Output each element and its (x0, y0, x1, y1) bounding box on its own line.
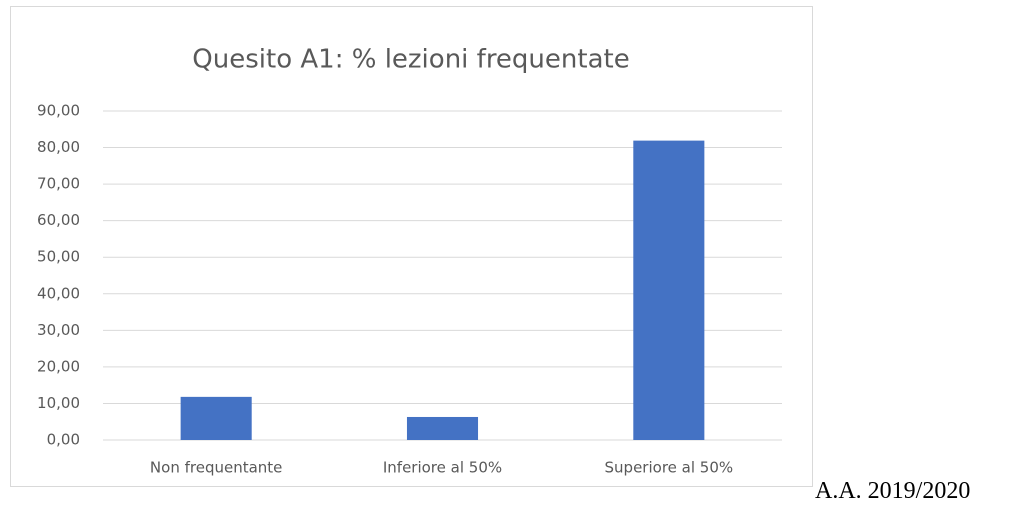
bar (406, 416, 479, 440)
y-tick-label: 50,00 (37, 248, 80, 266)
chart-title: Quesito A1: % lezioni frequentate (192, 45, 629, 75)
caption: A.A. 2019/2020 (815, 478, 970, 504)
y-tick-label: 0,00 (47, 431, 80, 449)
x-tick-label: Non frequentante (150, 459, 282, 477)
bar (180, 396, 252, 440)
y-tick-label: 30,00 (37, 321, 80, 339)
y-tick-label: 90,00 (37, 102, 80, 120)
x-tick-label: Inferiore al 50% (383, 459, 502, 477)
y-tick-label: 60,00 (37, 211, 80, 229)
y-tick-label: 20,00 (37, 357, 80, 375)
x-tick-label: Superiore al 50% (605, 459, 734, 477)
bar (633, 140, 705, 441)
y-tick-label: 80,00 (37, 138, 80, 156)
y-tick-label: 70,00 (37, 175, 80, 193)
y-tick-label: 40,00 (37, 284, 80, 302)
y-tick-label: 10,00 (37, 394, 80, 412)
